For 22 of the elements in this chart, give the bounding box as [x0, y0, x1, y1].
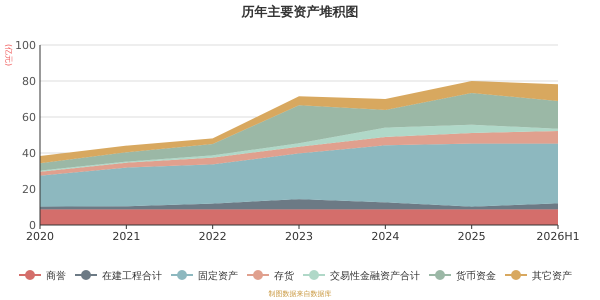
xtick: 2024 [371, 230, 400, 243]
ytick: 20 [22, 183, 36, 196]
legend-label: 商誉 [46, 270, 66, 282]
legend-label: 固定资产 [198, 270, 238, 282]
legend-label: 交易性金融资产合计 [330, 270, 420, 282]
legend-label: 存货 [274, 270, 294, 282]
xtick: 2026H1 [536, 230, 580, 243]
xtick: 2022 [198, 230, 227, 243]
xtick: 2025 [458, 230, 486, 243]
xtick: 2020 [26, 230, 54, 243]
legend-label: 货币资金 [456, 270, 496, 282]
ytick: 60 [22, 111, 36, 124]
ytick: 80 [22, 75, 36, 88]
ytick: 40 [22, 147, 36, 160]
xtick: 2023 [285, 230, 313, 243]
legend-label: 其它资产 [532, 270, 572, 282]
title: 历年主要资产堆积图 [242, 5, 358, 20]
ytick: 100 [15, 39, 36, 52]
ylabel: (亿元) [4, 44, 13, 66]
ytick: 0 [29, 219, 36, 232]
legend-label: 在建工程合计 [102, 270, 162, 282]
xtick: 2021 [112, 230, 140, 243]
